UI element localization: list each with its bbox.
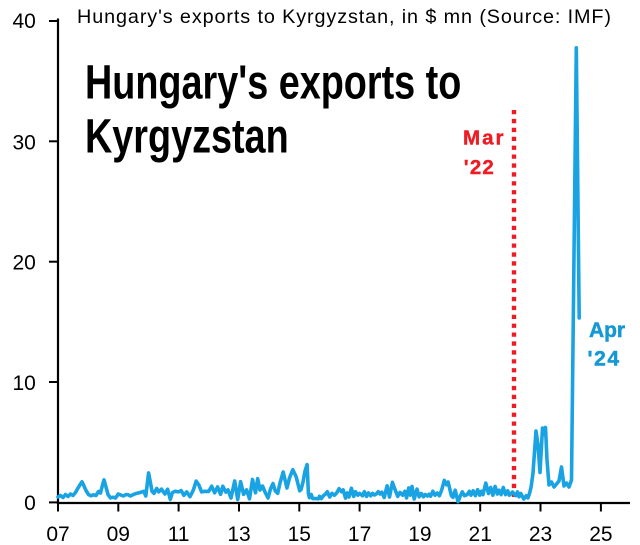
svg-text:11: 11 [168, 523, 190, 545]
svg-text:Hungary's exports to: Hungary's exports to [85, 56, 461, 109]
svg-text:09: 09 [107, 523, 130, 545]
svg-text:23: 23 [529, 523, 552, 545]
svg-text:10: 10 [12, 372, 35, 395]
svg-text:Kyrgyzstan: Kyrgyzstan [85, 111, 289, 164]
svg-text:30: 30 [12, 131, 35, 154]
svg-text:21: 21 [469, 523, 492, 545]
svg-text:19: 19 [408, 523, 431, 545]
svg-text:'24: '24 [588, 348, 620, 371]
svg-text:Apr: Apr [589, 319, 625, 342]
svg-text:17: 17 [348, 523, 371, 545]
svg-text:Mar: Mar [463, 126, 504, 149]
svg-text:40: 40 [12, 10, 35, 33]
svg-text:07: 07 [46, 523, 69, 545]
svg-text:'22: '22 [464, 156, 494, 179]
svg-text:20: 20 [12, 252, 35, 275]
svg-text:13: 13 [227, 523, 250, 545]
svg-text:25: 25 [589, 523, 612, 545]
svg-text:0: 0 [24, 492, 36, 515]
svg-text:Hungary's exports to Kyrgyzsta: Hungary's exports to Kyrgyzstan, in $ mn… [77, 6, 611, 28]
svg-text:15: 15 [288, 523, 311, 545]
